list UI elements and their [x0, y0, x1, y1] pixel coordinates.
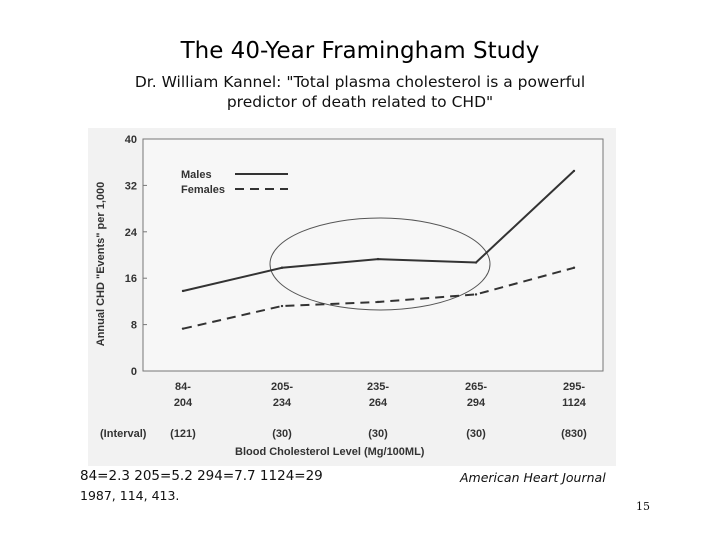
interval-count: (30)	[368, 428, 388, 440]
data-point-males	[376, 257, 380, 261]
data-point-females	[280, 304, 284, 308]
x-tick-label: 235-	[367, 381, 389, 393]
x-tick-label: 84-	[175, 381, 191, 393]
x-tick-label: 264	[369, 397, 388, 409]
slide-title: The 40-Year Framingham Study	[180, 38, 540, 64]
x-tick-label: 204	[174, 397, 193, 409]
interval-count: (30)	[466, 428, 486, 440]
legend-label-females: Females	[181, 184, 225, 196]
highlight-ellipse	[269, 217, 491, 311]
data-point-males	[181, 289, 185, 293]
interval-count: (121)	[170, 428, 196, 440]
x-axis-label: Blood Cholesterol Level (Mg/100ML)	[235, 446, 425, 458]
page-number: 15	[636, 500, 650, 513]
data-point-females	[181, 327, 185, 330]
subtitle-line-2: predictor of death related to CHD"	[226, 93, 494, 111]
interval-label: (Interval)	[100, 428, 147, 440]
x-tick-label: 294	[467, 397, 486, 409]
y-tick-label: 24	[125, 227, 138, 239]
y-tick-label: 8	[131, 320, 137, 332]
slide-subtitle: Dr. William Kannel: "Total plasma choles…	[60, 72, 660, 112]
interval-count: (30)	[272, 428, 292, 440]
y-tick-label: 16	[125, 273, 137, 285]
data-point-females	[474, 293, 478, 296]
journal-caption: American Heart Journal	[460, 470, 606, 485]
stats-caption: 84=2.3 205=5.2 294=7.7 1124=29	[80, 468, 323, 484]
x-tick-label: 1124	[562, 397, 587, 409]
x-tick-label: 295-	[563, 381, 585, 393]
x-tick-label: 205-	[271, 381, 293, 393]
data-point-females	[572, 266, 576, 269]
plot-area	[142, 138, 604, 372]
y-tick-label: 40	[125, 134, 137, 146]
data-point-males	[572, 169, 576, 173]
y-axis: 0 8 16 24 32 40	[125, 134, 147, 378]
legend: Males Females	[181, 169, 288, 196]
data-point-females	[376, 300, 380, 304]
y-axis-label: Annual CHD "Events" per 1,000	[95, 182, 107, 346]
x-tick-label: 234	[273, 397, 292, 409]
x-category-labels: 84- 204 205- 234 235- 264 265- 294 295- 1124	[174, 381, 587, 409]
data-point-males	[280, 266, 284, 269]
interval-count: (830)	[561, 428, 587, 440]
data-point-males	[474, 261, 478, 264]
subtitle-line-1: Dr. William Kannel: "Total plasma choles…	[134, 73, 586, 91]
y-tick-label: 32	[125, 180, 137, 192]
series-lines	[181, 169, 576, 330]
x-tick-label: 265-	[465, 381, 487, 393]
interval-counts-row: (121) (30) (30) (30) (830)	[170, 428, 587, 440]
y-tick-label: 0	[131, 366, 137, 378]
reference-caption: 1987, 114, 413.	[80, 488, 180, 503]
legend-label-males: Males	[181, 169, 212, 181]
